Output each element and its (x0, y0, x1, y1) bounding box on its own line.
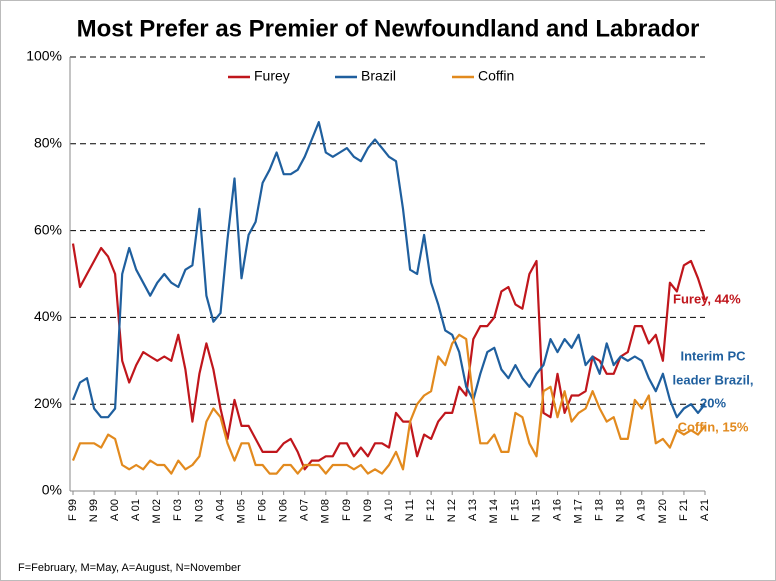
legend-label: Brazil (361, 68, 396, 84)
x-tick-label: M 02 (151, 499, 163, 523)
x-tick-label: F 03 (172, 499, 184, 521)
x-tick-label: F 12 (425, 499, 437, 521)
annotation: Furey, 44% (673, 291, 741, 306)
legend-label: Coffin (478, 68, 514, 84)
x-tick-label: F 21 (678, 499, 690, 521)
y-tick-label: 80% (34, 135, 62, 151)
y-tick-label: 20% (34, 395, 62, 411)
x-tick-label: F 18 (594, 499, 606, 521)
x-tick-label: A 19 (636, 499, 648, 521)
x-tick-label: A 21 (699, 499, 711, 521)
x-tick-label: A 13 (467, 499, 479, 521)
footnote: F=February, M=May, A=August, N=November (18, 562, 241, 574)
y-tick-label: 60% (34, 221, 62, 237)
annotation: Interim PC (680, 348, 746, 363)
x-tick-label: F 99 (67, 499, 79, 521)
x-tick-label: M 05 (235, 499, 247, 523)
x-tick-label: M 08 (320, 499, 332, 523)
x-tick-label: A 10 (383, 499, 395, 521)
x-tick-label: N 03 (193, 499, 205, 522)
x-tick-label: A 07 (299, 499, 311, 521)
x-tick-label: N 15 (530, 499, 542, 522)
annotation: 20% (700, 395, 726, 410)
series-line (71, 333, 706, 475)
x-tick-label: F 09 (341, 499, 353, 521)
x-tick-label: M 17 (573, 499, 585, 523)
x-tick-label: N 11 (404, 499, 416, 521)
y-tick-label: 40% (34, 308, 62, 324)
x-tick-label: N 18 (615, 499, 627, 522)
x-tick-label: N 06 (278, 499, 290, 522)
x-tick-label: F 06 (257, 499, 269, 521)
x-tick-label: N 99 (88, 499, 100, 522)
y-tick-label: 100% (26, 48, 62, 64)
x-tick-label: A 01 (130, 499, 142, 521)
x-tick-label: A 16 (551, 499, 563, 521)
x-tick-label: A 04 (214, 499, 226, 521)
chart-title: Most Prefer as Premier of Newfoundland a… (77, 15, 700, 42)
annotation: Coffin, 15% (678, 419, 749, 434)
x-tick-label: N 12 (446, 499, 458, 522)
series-line (71, 243, 707, 471)
x-tick-label: F 15 (509, 499, 521, 521)
x-tick-label: M 20 (657, 499, 669, 523)
y-tick-label: 0% (42, 482, 62, 498)
x-tick-label: M 14 (488, 499, 500, 523)
x-tick-label: N 09 (362, 499, 374, 522)
legend-label: Furey (254, 68, 290, 84)
series-line (71, 121, 706, 419)
annotation: leader Brazil, (673, 372, 754, 387)
x-tick-label: A 00 (109, 499, 121, 521)
